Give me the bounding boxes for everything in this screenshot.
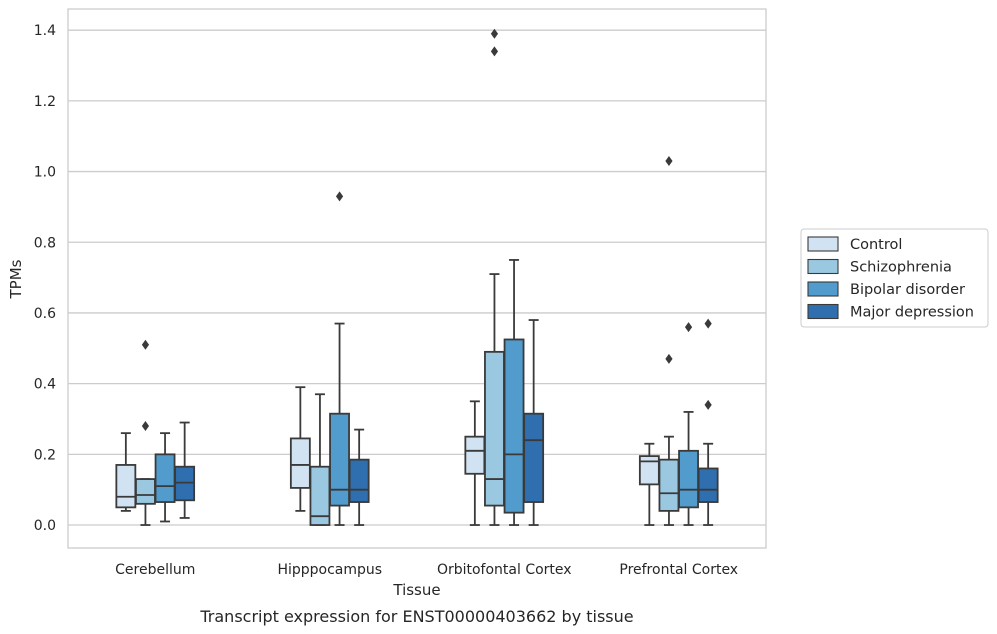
legend-label: Control <box>850 237 902 253</box>
x-tick-label: Cerebellum <box>115 562 195 578</box>
box-body <box>658 458 680 512</box>
y-tick-labels: 0.0 0.2 0.4 0.6 0.8 1.0 1.2 1.4 <box>34 23 56 534</box>
legend-item: Bipolar disorder <box>807 281 965 298</box>
legend-swatch <box>807 258 839 275</box>
x-tick-label: Hipppocampus <box>277 562 382 578</box>
box-major-depression <box>348 428 370 526</box>
box-body <box>503 338 525 514</box>
outlier-point <box>490 28 499 39</box>
box-schizophrenia <box>484 28 505 526</box>
x-tick-labels: Cerebellum Hipppocampus Orbitofontal Corte… <box>115 562 738 578</box>
y-tick-label: 1.4 <box>34 23 56 39</box>
box-control <box>464 400 486 526</box>
box-schizophrenia <box>658 155 680 526</box>
outlier-point <box>704 399 712 410</box>
box-schizophrenia <box>309 393 331 526</box>
box-body <box>464 435 486 475</box>
box-major-depression <box>523 319 545 526</box>
box-bipolar-disorder <box>678 322 699 526</box>
legend-label: Bipolar disorder <box>850 282 965 298</box>
box-body <box>638 455 660 486</box>
plot-frame <box>67 8 767 549</box>
outlier-point <box>335 191 344 202</box>
box-body <box>154 453 176 503</box>
box-control <box>289 386 311 512</box>
box-body <box>484 350 505 507</box>
outlier-point <box>665 353 673 364</box>
box-body <box>348 458 370 503</box>
box-body <box>329 412 350 507</box>
y-tick-label: 0.8 <box>34 235 56 251</box>
y-tick-label: 1.0 <box>34 165 56 181</box>
outlier-point <box>490 46 499 57</box>
outlier-point <box>665 155 673 166</box>
legend-item: Major depression <box>807 303 974 321</box>
x-tick-label: Prefrontal Cortex <box>619 562 738 578</box>
box-body <box>678 449 699 509</box>
box-body <box>523 412 545 503</box>
y-tick-label: 0.6 <box>34 306 56 322</box>
y-axis-label: TPMs <box>7 259 25 299</box>
legend: Control Schizophrenia Bipolar disorder Majo… <box>800 228 989 328</box>
chart-caption: Transcript expression for ENST0000040366… <box>199 607 633 626</box>
legend-swatch <box>807 236 839 252</box>
box-major-depression <box>174 421 196 519</box>
x-axis-label: Tissue <box>392 581 440 599</box>
box-body <box>115 464 137 509</box>
box-body <box>697 467 719 503</box>
legend-item: Control <box>807 236 902 253</box>
box-body <box>289 437 311 489</box>
box-body <box>135 478 156 505</box>
legend-frame <box>800 228 989 328</box>
legend-swatch <box>807 303 839 320</box>
outlier-point <box>704 318 712 329</box>
box-control <box>115 432 137 512</box>
y-tick-label: 0.2 <box>34 447 56 463</box>
legend-label: Major depression <box>850 305 974 321</box>
outlier-point <box>141 339 150 350</box>
legend-item: Schizophrenia <box>807 258 952 276</box>
legend-label: Schizophrenia <box>850 260 952 276</box>
box-schizophrenia <box>135 339 156 526</box>
legend-swatch <box>807 281 839 297</box>
x-tick-label: Orbitofontal Cortex <box>437 562 572 578</box>
box-layer <box>115 28 719 526</box>
outlier-point <box>684 322 693 333</box>
y-tick-label: 1.2 <box>34 94 56 110</box>
outlier-point <box>141 421 150 432</box>
y-tick-label: 0.4 <box>34 377 56 393</box>
y-tick-label: 0.0 <box>34 518 56 534</box>
box-major-depression <box>697 318 719 526</box>
